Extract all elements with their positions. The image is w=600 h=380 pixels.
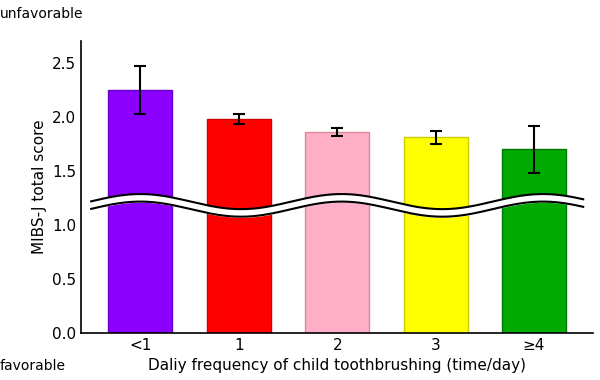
Bar <box>207 119 271 332</box>
Text: favorable: favorable <box>0 359 65 373</box>
Bar <box>109 90 172 332</box>
Bar <box>305 132 369 332</box>
X-axis label: Daliy frequency of child toothbrushing (time/day): Daliy frequency of child toothbrushing (… <box>148 358 526 373</box>
Y-axis label: MIBS-J total score: MIBS-J total score <box>32 120 47 254</box>
Bar <box>502 149 566 332</box>
Bar <box>404 138 467 332</box>
Text: unfavorable: unfavorable <box>0 7 83 21</box>
